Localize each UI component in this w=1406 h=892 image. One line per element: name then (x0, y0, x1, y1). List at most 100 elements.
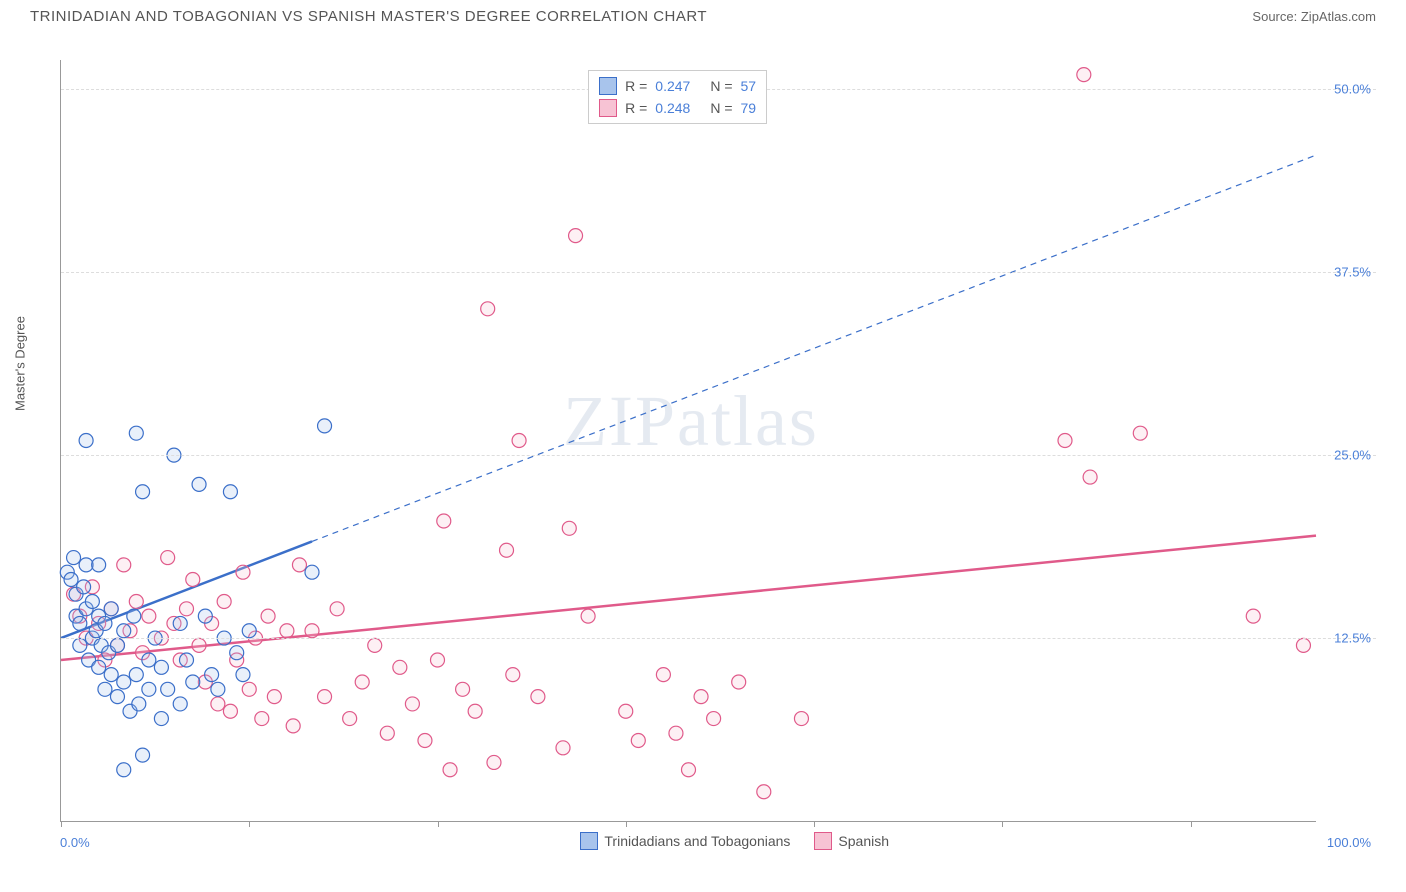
scatter-point-blue (136, 748, 150, 762)
scatter-point-pink (757, 785, 771, 799)
scatter-point-pink (1296, 638, 1310, 652)
scatter-point-blue (73, 638, 87, 652)
x-tick (249, 821, 250, 827)
scatter-point-pink (1133, 426, 1147, 440)
gridline-h (61, 638, 1376, 639)
scatter-point-pink (318, 690, 332, 704)
scatter-point-pink (223, 704, 237, 718)
scatter-point-pink (180, 602, 194, 616)
scatter-point-pink (556, 741, 570, 755)
trend-line-dashed-blue (312, 155, 1316, 541)
r-value-pink: 0.248 (655, 100, 690, 116)
scatter-point-blue (129, 668, 143, 682)
scatter-point-pink (619, 704, 633, 718)
scatter-point-blue (77, 580, 91, 594)
scatter-point-pink (142, 609, 156, 623)
scatter-point-blue (173, 697, 187, 711)
scatter-point-blue (110, 690, 124, 704)
scatter-point-pink (380, 726, 394, 740)
scatter-point-pink (581, 609, 595, 623)
y-tick-label: 25.0% (1334, 448, 1371, 463)
scatter-point-pink (368, 638, 382, 652)
scatter-point-blue (79, 434, 93, 448)
scatter-point-pink (500, 543, 514, 557)
x-tick (814, 821, 815, 827)
scatter-point-pink (330, 602, 344, 616)
scatter-point-pink (707, 712, 721, 726)
legend-row-blue: R = 0.247 N = 57 (599, 75, 756, 97)
scatter-point-pink (1246, 609, 1260, 623)
scatter-point-blue (129, 426, 143, 440)
scatter-point-pink (569, 229, 583, 243)
source-label: Source: (1252, 9, 1297, 24)
scatter-point-pink (656, 668, 670, 682)
scatter-point-blue (64, 573, 78, 587)
scatter-point-blue (161, 682, 175, 696)
legend-row-pink: R = 0.248 N = 79 (599, 97, 756, 119)
gridline-h (61, 272, 1376, 273)
scatter-point-pink (1077, 68, 1091, 82)
scatter-point-pink (418, 734, 432, 748)
scatter-point-pink (211, 697, 225, 711)
scatter-point-pink (456, 682, 470, 696)
scatter-point-pink (487, 755, 501, 769)
scatter-point-pink (117, 558, 131, 572)
scatter-point-blue (236, 668, 250, 682)
n-value-blue: 57 (741, 78, 757, 94)
scatter-point-pink (255, 712, 269, 726)
scatter-point-blue (142, 653, 156, 667)
scatter-point-pink (481, 302, 495, 316)
scatter-point-blue (154, 660, 168, 674)
scatter-point-pink (192, 638, 206, 652)
scatter-point-blue (223, 485, 237, 499)
swatch-blue-icon (580, 832, 598, 850)
scatter-point-pink (405, 697, 419, 711)
scatter-point-pink (1058, 434, 1072, 448)
y-tick-label: 12.5% (1334, 631, 1371, 646)
scatter-point-blue (230, 646, 244, 660)
scatter-point-blue (79, 558, 93, 572)
series-legend: Trinidadians and Tobagonians Spanish (580, 832, 889, 850)
scatter-point-pink (794, 712, 808, 726)
scatter-point-pink (468, 704, 482, 718)
scatter-point-pink (242, 682, 256, 696)
swatch-pink (599, 99, 617, 117)
scatter-point-blue (117, 675, 131, 689)
swatch-pink-icon (814, 832, 832, 850)
r-value-blue: 0.247 (655, 78, 690, 94)
scatter-point-blue (67, 551, 81, 565)
scatter-point-blue (98, 616, 112, 630)
scatter-point-pink (286, 719, 300, 733)
scatter-point-pink (631, 734, 645, 748)
legend-label-blue: Trinidadians and Tobagonians (604, 833, 790, 849)
scatter-point-blue (205, 668, 219, 682)
scatter-point-pink (129, 594, 143, 608)
plot-area: ZIPatlas R = 0.247 N = 57 R = 0.248 N = … (60, 60, 1316, 822)
scatter-point-blue (136, 485, 150, 499)
x-tick (1002, 821, 1003, 827)
scatter-point-blue (117, 624, 131, 638)
x-tick (61, 821, 62, 827)
scatter-point-blue (211, 682, 225, 696)
scatter-point-pink (669, 726, 683, 740)
scatter-point-pink (261, 609, 275, 623)
scatter-point-blue (192, 477, 206, 491)
scatter-point-blue (132, 697, 146, 711)
scatter-point-blue (85, 594, 99, 608)
scatter-point-pink (355, 675, 369, 689)
scatter-point-blue (98, 682, 112, 696)
scatter-point-blue (142, 682, 156, 696)
scatter-point-pink (280, 624, 294, 638)
correlation-legend: R = 0.247 N = 57 R = 0.248 N = 79 (588, 70, 767, 124)
legend-label-pink: Spanish (838, 833, 889, 849)
r-label: R = (625, 100, 647, 116)
x-axis-label-min: 0.0% (60, 835, 90, 850)
scatter-point-pink (512, 434, 526, 448)
scatter-point-pink (305, 624, 319, 638)
scatter-point-pink (267, 690, 281, 704)
scatter-point-blue (154, 712, 168, 726)
x-tick (1191, 821, 1192, 827)
scatter-point-pink (732, 675, 746, 689)
scatter-point-blue (92, 558, 106, 572)
scatter-point-pink (1083, 470, 1097, 484)
